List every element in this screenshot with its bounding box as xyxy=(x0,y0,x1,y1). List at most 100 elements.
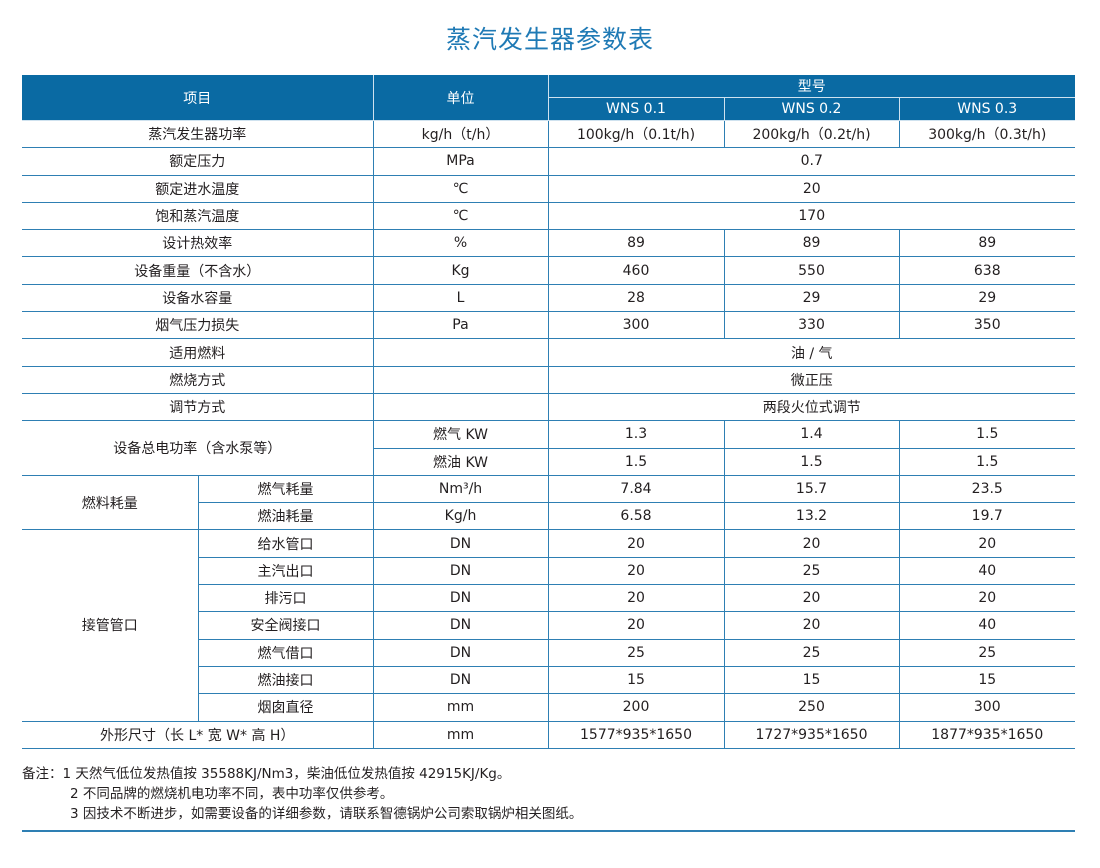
value-cell-model-2: 15.7 xyxy=(723,474,900,504)
value-cell-model-3: 1877*935*1650 xyxy=(898,720,1075,749)
value-cell-model-1: 200 xyxy=(547,693,725,722)
value-cell-model-2: 550 xyxy=(723,256,900,285)
value-cell-model-2: 1.5 xyxy=(723,447,900,476)
item-label: 烟气压力损失 xyxy=(22,311,374,340)
parameter-table: 项目 单位 型号 WNS 0.1 WNS 0.2 WNS 0.3 蒸汽发生器功率… xyxy=(22,75,1075,749)
value-cell: 0.7 xyxy=(547,147,1075,176)
value-cell-model-1: 100kg/h（0.1t/h) xyxy=(547,119,725,149)
value-cell-model-2: 29 xyxy=(723,283,900,313)
table-row: 设计热效率% 89 89 89 xyxy=(22,229,1075,258)
value-cell-model-3: 20 xyxy=(898,584,1075,613)
table-row: 排污口 DN 20 20 20 xyxy=(22,584,1075,613)
table-row: 额定压力 MPa 0.7 xyxy=(22,147,1075,176)
value-cell-model-1: 1.5 xyxy=(547,447,725,476)
value-cell-model-1: 89 xyxy=(547,229,725,258)
unit-cell: DN xyxy=(372,611,549,640)
value-cell-model-3: 29 xyxy=(898,283,1075,313)
table-row: 燃烧方式 微正压 xyxy=(22,365,1075,394)
item-label: 设备重量（不含水） xyxy=(22,256,374,285)
unit-cell: DN xyxy=(372,529,549,558)
value-cell-model-2: 330 xyxy=(723,311,900,340)
value-cell: 微正压 xyxy=(547,365,1075,394)
table-row: 燃油 KW 1.5 1.5 1.5 xyxy=(22,447,1075,476)
table-row: 燃气借口 DN 25 25 25 xyxy=(22,638,1075,667)
value-cell-model-2: 20 xyxy=(723,584,900,613)
unit-cell: kg/h（t/h） xyxy=(372,119,549,149)
item-label: 燃油接口 xyxy=(198,665,374,695)
value-cell-model-2: 250 xyxy=(723,693,900,722)
value-cell-model-3: 20 xyxy=(898,529,1075,558)
table-row: 适用燃料 油 / 气 xyxy=(22,338,1075,367)
item-label: 排污口 xyxy=(198,584,374,613)
table-row: 外形尺寸（长 L* 宽 W* 高 H） mm 1577*935*1650 1727*9… xyxy=(22,720,1075,749)
table-row: 燃油耗量 Kg/h 6.58 13.2 19.7 xyxy=(22,502,1075,531)
page-title: 蒸汽发生器参数表 xyxy=(445,25,654,54)
unit-cell: Nm³/h xyxy=(372,474,549,504)
unit-cell: MPa xyxy=(372,147,549,176)
table-body: 蒸汽发生器功率 kg/h（t/h） 100kg/h（0.1t/h) 200kg/h（0… xyxy=(22,119,1075,749)
table-row: 主汽出口 DN 20 25 40 xyxy=(22,556,1075,586)
unit-cell: ℃ xyxy=(372,174,549,203)
header-item: 项目 xyxy=(22,75,374,121)
value-cell-model-1: 20 xyxy=(547,529,725,558)
table-header: 项目 单位 型号 WNS 0.1 WNS 0.2 WNS 0.3 xyxy=(22,75,1075,121)
table-row: 接管管口 给水管口 DN 20 20 20 xyxy=(22,529,1075,722)
value-cell-model-1: 15 xyxy=(547,665,725,695)
unit-cell: % xyxy=(372,229,549,258)
unit-cell: 燃油 KW xyxy=(373,447,549,476)
bottom-divider xyxy=(22,830,1075,832)
note-2: 2 不同品牌的燃烧机电功率不同，表中功率仅供参考。 xyxy=(70,786,394,802)
item-label: 燃气借口 xyxy=(198,638,374,667)
table-row: 额定进水温度 ℃ 20 xyxy=(22,174,1075,203)
item-label: 设计热效率 xyxy=(22,229,374,258)
value-cell-model-3: 15 xyxy=(898,665,1075,695)
header-model-3: WNS 0.3 xyxy=(898,97,1075,121)
item-label: 设备水容量 xyxy=(22,283,374,313)
value-cell-model-3: 300kg/h（0.3t/h) xyxy=(898,119,1075,149)
value-cell-model-3: 23.5 xyxy=(898,474,1075,504)
value-cell-model-3: 89 xyxy=(898,229,1075,258)
unit-cell: Pa xyxy=(372,311,549,340)
unit-cell: L xyxy=(372,283,549,313)
table-row: 设备重量（不含水） Kg 460 550 638 xyxy=(22,256,1075,285)
value-cell-model-3: 40 xyxy=(898,611,1075,640)
value-cell-model-2: 15 xyxy=(723,665,900,695)
unit-cell: ℃ xyxy=(372,201,549,231)
value-cell-model-2: 13.2 xyxy=(723,502,900,531)
table-row: 饱和蒸汽温度 ℃ 170 xyxy=(22,201,1075,231)
value-cell-model-2: 20 xyxy=(723,529,900,558)
value-cell-model-1: 1577*935*1650 xyxy=(547,720,725,749)
item-label: 燃气耗量 xyxy=(197,474,374,504)
value-cell-model-3: 40 xyxy=(898,556,1075,586)
header-unit: 单位 xyxy=(372,75,549,121)
notes: 备注：1 天然气低位发热值按 35588KJ/Nm3，柴油低位发热值按 4291… xyxy=(22,764,582,824)
value-cell-model-2: 20 xyxy=(723,611,900,640)
value-cell-model-2: 25 xyxy=(723,638,900,667)
unit-cell xyxy=(372,392,549,422)
table-row: 调节方式 两段火位式调节 xyxy=(22,392,1075,422)
value-cell-model-1: 6.58 xyxy=(547,502,725,531)
unit-cell: DN xyxy=(372,665,549,695)
table-row: 烟气压力损失 Pa 300 330 350 xyxy=(22,311,1075,340)
value-cell-model-1: 28 xyxy=(547,283,725,313)
unit-cell: mm xyxy=(372,720,549,749)
item-label: 外形尺寸（长 L* 宽 W* 高 H） xyxy=(22,720,374,749)
value-cell-model-1: 300 xyxy=(547,311,725,340)
value-cell-model-1: 20 xyxy=(547,556,725,586)
item-label: 烟囱直径 xyxy=(198,693,374,722)
unit-cell xyxy=(372,365,549,394)
item-label: 给水管口 xyxy=(197,529,374,558)
value-cell-model-2: 1.4 xyxy=(723,420,900,449)
unit-cell: DN xyxy=(372,638,549,667)
value-cell-model-3: 350 xyxy=(898,311,1075,340)
value-cell-model-2: 25 xyxy=(723,556,900,586)
item-label: 额定进水温度 xyxy=(22,174,374,203)
value-cell: 油 / 气 xyxy=(547,338,1075,367)
value-cell-model-1: 20 xyxy=(547,584,725,613)
table-row: 安全阀接口 DN 20 20 40 xyxy=(22,611,1075,640)
item-label: 主汽出口 xyxy=(198,556,374,586)
item-label: 安全阀接口 xyxy=(198,611,374,640)
table-row: 设备水容量 L 28 29 29 xyxy=(22,283,1075,313)
table-row: 烟囱直径 mm 200 250 300 xyxy=(22,693,1075,722)
value-cell-model-2: 1727*935*1650 xyxy=(723,720,900,749)
